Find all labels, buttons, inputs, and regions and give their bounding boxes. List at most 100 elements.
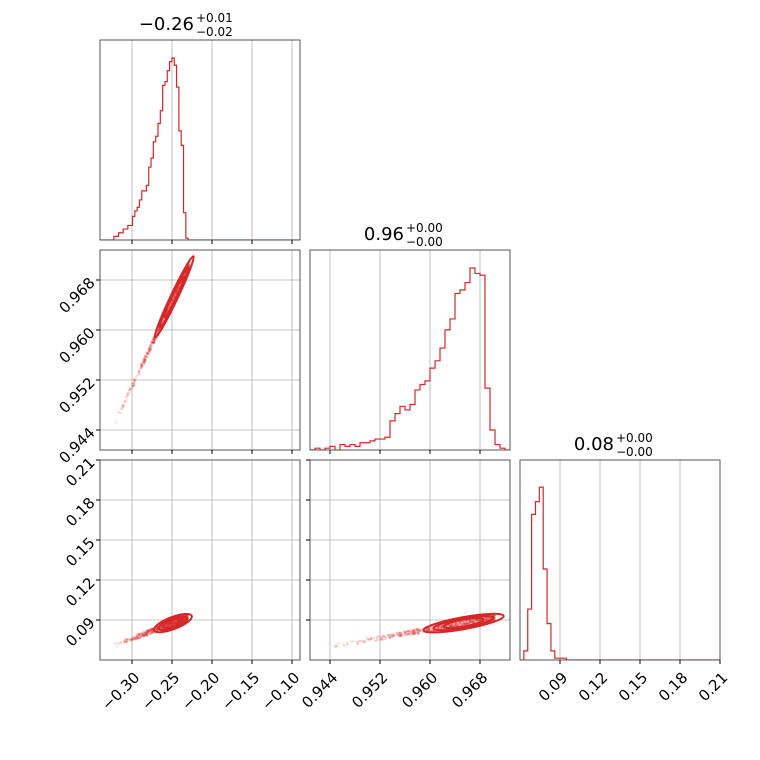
title-lower-error: −0.00: [616, 445, 653, 459]
sample-point: [406, 633, 409, 636]
sample-point: [333, 646, 337, 649]
sample-point: [451, 623, 454, 626]
sample-point: [415, 630, 418, 633]
sample-point: [475, 618, 478, 621]
sample-point: [171, 299, 174, 302]
sample-point: [138, 633, 141, 637]
sample-point: [371, 637, 374, 641]
sample-point: [116, 642, 119, 645]
sample-point: [425, 628, 428, 631]
sample-point: [143, 633, 146, 636]
panel-frame: [99, 459, 301, 661]
sample-point: [173, 622, 176, 625]
title-value: −0.26: [139, 14, 194, 35]
sample-point: [408, 633, 411, 636]
sample-point: [374, 639, 378, 642]
sample-point: [168, 623, 171, 626]
sample-point: [135, 636, 139, 639]
sample-point: [380, 638, 384, 641]
sample-point: [152, 337, 155, 340]
sample-point: [176, 620, 180, 623]
sample-point: [151, 631, 154, 634]
sample-point: [145, 352, 148, 355]
sample-point: [454, 623, 457, 626]
sample-point: [464, 621, 467, 624]
sample-point: [173, 623, 176, 626]
sample-point: [126, 637, 129, 641]
sample-point: [148, 350, 152, 353]
panel-title-0: −0.26 +0.01−0.02: [139, 11, 233, 39]
sample-point: [472, 620, 475, 623]
sample-point: [461, 623, 464, 626]
sample-point: [170, 621, 173, 624]
sample-point: [147, 629, 150, 632]
sample-point: [405, 633, 408, 636]
sample-point: [411, 629, 414, 632]
sample-point: [134, 638, 137, 641]
sample-point: [381, 636, 384, 639]
sample-point: [166, 622, 169, 625]
sample-point: [412, 630, 416, 633]
sample-point: [175, 290, 178, 294]
sample-point: [168, 624, 171, 627]
sample-point: [151, 627, 154, 631]
sample-point: [476, 619, 480, 622]
sample-point: [148, 629, 151, 632]
sample-point: [178, 619, 181, 623]
sample-point: [369, 638, 372, 641]
sample-point: [427, 629, 430, 632]
sample-point: [437, 626, 440, 629]
sample-point: [168, 622, 171, 626]
sample-point: [149, 631, 152, 634]
panel-frame: [99, 39, 301, 241]
sample-point: [437, 626, 440, 629]
sample-point: [391, 635, 394, 639]
sample-point: [133, 635, 136, 638]
sample-point: [386, 633, 389, 637]
sample-point: [143, 362, 146, 365]
sample-point: [157, 328, 160, 331]
sample-point: [130, 639, 133, 642]
sample-point: [119, 411, 122, 415]
sample-point: [188, 263, 191, 266]
sample-point: [143, 357, 146, 361]
sample-point: [137, 636, 140, 639]
sample-point: [413, 633, 416, 636]
sample-point: [114, 421, 117, 424]
sample-point: [183, 617, 186, 621]
sample-point: [136, 636, 140, 639]
sample-point: [471, 621, 475, 624]
sample-point: [467, 620, 471, 623]
sample-point: [131, 385, 134, 388]
title-upper-error: +0.00: [616, 431, 653, 445]
sample-point: [459, 621, 462, 624]
sample-point: [172, 296, 175, 299]
sample-point: [468, 620, 471, 624]
sample-point: [453, 624, 457, 628]
sample-point: [151, 341, 154, 344]
sample-point: [150, 630, 153, 633]
sample-point: [151, 339, 154, 342]
sample-point: [141, 363, 144, 366]
sample-point: [420, 629, 423, 632]
sample-point: [176, 288, 179, 291]
sample-point: [145, 355, 148, 358]
sample-point: [171, 621, 174, 624]
sample-point: [146, 631, 149, 635]
sample-point: [399, 633, 402, 637]
sample-point: [484, 618, 488, 621]
sample-point: [125, 395, 128, 398]
sample-point: [183, 617, 186, 621]
sample-point: [151, 631, 154, 634]
sample-point: [146, 633, 149, 636]
sample-point: [407, 629, 410, 632]
sample-point: [405, 634, 408, 637]
sample-point: [477, 619, 480, 622]
sample-point: [166, 623, 170, 626]
sample-point: [487, 617, 490, 620]
sample-point: [139, 366, 142, 369]
sample-point: [388, 634, 391, 637]
y-tick-label: 0.952: [55, 374, 98, 417]
sample-point: [454, 623, 457, 626]
sample-point: [168, 624, 171, 628]
